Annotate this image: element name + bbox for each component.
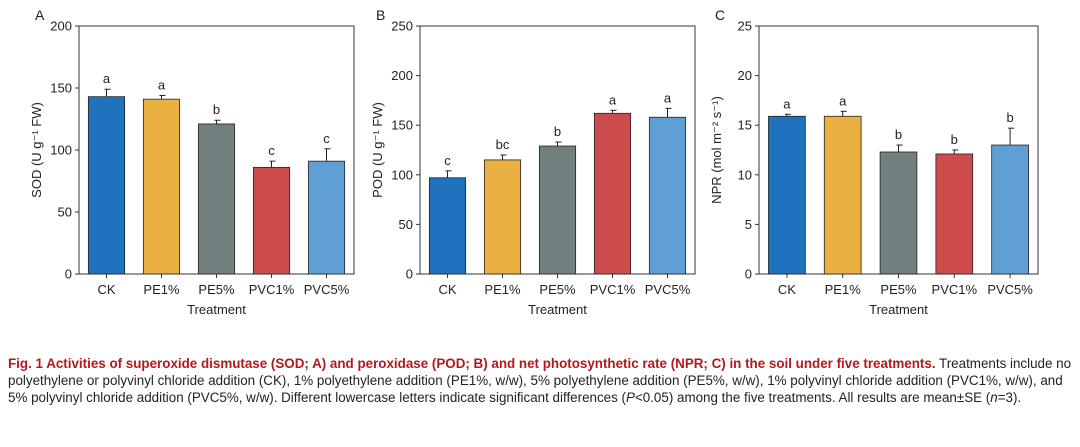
y-tick-label: 200 (50, 19, 72, 34)
y-axis-label: POD (U g⁻¹ FW) (370, 102, 385, 198)
bar (142, 98, 181, 275)
y-tick-label: 150 (50, 81, 72, 96)
bar (87, 96, 126, 275)
bar (428, 177, 467, 275)
significance-letter: b (213, 102, 220, 117)
x-tick-label: CK (438, 282, 456, 297)
significance-letter: c (444, 153, 451, 168)
significance-letter: a (103, 71, 111, 86)
bar (823, 115, 862, 275)
x-axis-label: Treatment (528, 302, 587, 317)
bar (538, 145, 577, 275)
y-axis-label: NPR (mol m⁻² s⁻¹) (709, 96, 724, 204)
caption-body-3: =3). (997, 390, 1022, 406)
x-tick-label: CK (97, 282, 115, 297)
significance-letter: a (839, 93, 847, 108)
y-tick-label: 10 (738, 167, 752, 182)
y-tick-label: 25 (738, 19, 752, 34)
x-tick-label: PE5% (539, 282, 576, 297)
y-tick-label: 15 (738, 118, 752, 133)
x-tick-label: PVC5% (304, 282, 350, 297)
figure-panels: A 0 50 100 150 200 SOD (U g⁻¹ FW) a CK a PE1% b PE5%… (29, 7, 1039, 317)
y-tick-label: 0 (745, 267, 752, 282)
significance-letter: b (554, 124, 561, 139)
x-tick-label: PVC5% (645, 282, 691, 297)
x-tick-label: PVC5% (987, 282, 1033, 297)
bar (879, 151, 918, 275)
significance-letter: a (158, 77, 166, 92)
y-axis-label: SOD (U g⁻¹ FW) (29, 102, 44, 198)
x-tick-label: PE5% (880, 282, 917, 297)
panel-label: C (715, 7, 725, 23)
y-tick-label: 5 (745, 217, 752, 232)
chart-panel-b: B 0 50 100 150 200 250 POD (U g⁻¹ FW) c CK bc PE1% b… (370, 7, 696, 317)
caption-title: Fig. 1 Activities of superoxide dismutas… (8, 356, 936, 371)
bar (648, 116, 687, 275)
panel-label: B (376, 7, 385, 23)
y-tick-label: 100 (50, 143, 72, 158)
y-tick-label: 0 (65, 267, 72, 282)
x-tick-label: CK (778, 282, 796, 297)
bar (935, 153, 974, 275)
significance-letter: b (951, 132, 958, 147)
y-tick-label: 150 (391, 118, 413, 133)
significance-letter: a (664, 90, 672, 105)
figure-caption: Fig. 1 Activities of superoxide dismutas… (8, 355, 1074, 407)
y-tick-label: 100 (391, 167, 413, 182)
bar (483, 159, 522, 275)
x-tick-label: PVC1% (932, 282, 978, 297)
bar (307, 160, 346, 275)
y-tick-label: 50 (58, 205, 72, 220)
y-tick-label: 50 (399, 217, 413, 232)
caption-body-2: <0.05) among the five treatments. All re… (634, 390, 991, 406)
panel-label: A (35, 7, 45, 23)
y-tick-label: 200 (391, 68, 413, 83)
significance-letter: b (1006, 110, 1013, 125)
caption-n-symbol: n (990, 390, 998, 406)
chart-panel-a: A 0 50 100 150 200 SOD (U g⁻¹ FW) a CK a PE1% b PE5%… (29, 7, 355, 317)
bar (593, 112, 632, 275)
bar (768, 115, 806, 275)
significance-letter: c (268, 143, 275, 158)
x-tick-label: PE1% (825, 282, 862, 297)
significance-letter: a (783, 96, 791, 111)
significance-letter: c (323, 131, 330, 146)
x-axis-label: Treatment (869, 302, 928, 317)
x-tick-label: PVC1% (590, 282, 636, 297)
x-axis-label: Treatment (187, 302, 246, 317)
y-tick-label: 250 (391, 19, 413, 34)
bar (991, 144, 1029, 275)
y-tick-label: 0 (406, 267, 413, 282)
caption-p-symbol: P (626, 390, 635, 406)
chart-panel-c: C 0 5 10 15 20 25 NPR (mol m⁻² s⁻¹) a CK a PE1% b PE5… (709, 7, 1039, 317)
x-tick-label: PE1% (484, 282, 521, 297)
bar (252, 166, 291, 275)
significance-letter: a (609, 92, 617, 107)
caption-body-1: Treatments include no polyethylene or po… (8, 356, 1072, 406)
x-tick-label: PVC1% (249, 282, 295, 297)
significance-letter: bc (496, 137, 510, 152)
x-tick-label: PE1% (143, 282, 180, 297)
bar (197, 123, 236, 275)
y-tick-label: 20 (738, 68, 752, 83)
significance-letter: b (895, 127, 902, 142)
x-tick-label: PE5% (198, 282, 235, 297)
